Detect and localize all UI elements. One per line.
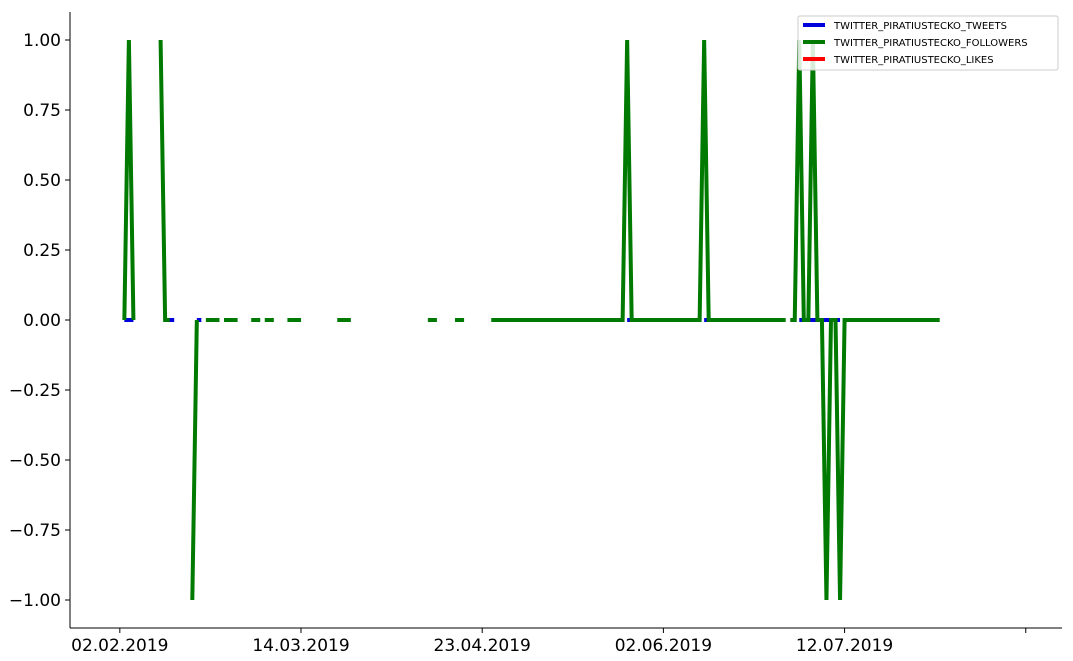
series-line-segment — [190, 319, 199, 601]
legend: TWITTER_PIRATIUSTECKO_TWEETS TWITTER_PIRA… — [797, 15, 1059, 71]
plot-area — [122, 39, 940, 601]
y-tick-label: −0.25 — [9, 381, 61, 401]
y-tick-label: 0.50 — [23, 171, 61, 191]
y-tick-label: 0.00 — [23, 311, 61, 331]
x-axis: 02.02.2019 14.03.2019 23.04.2019 02.06.2019… — [70, 627, 1062, 656]
y-tick-label: −0.75 — [9, 521, 61, 541]
series-line-segment — [491, 39, 786, 322]
series-twitter-piratiustecko-followers — [122, 39, 940, 601]
series-line-segment — [122, 39, 136, 321]
y-tick-label: −1.00 — [9, 591, 61, 611]
y-tick-label: 0.75 — [23, 101, 61, 121]
legend-label: TWITTER_PIRATIUSTECKO_TWEETS — [833, 21, 1007, 32]
x-tick-label: 12.07.2019 — [796, 636, 893, 656]
y-tick-label: −0.50 — [9, 451, 61, 471]
x-tick-label: 02.02.2019 — [71, 636, 168, 656]
y-tick-label: 0.25 — [23, 241, 61, 261]
x-tick-label: 23.04.2019 — [434, 636, 531, 656]
y-tick-label: 1.00 — [23, 31, 61, 51]
legend-label: TWITTER_PIRATIUSTECKO_LIKES — [833, 55, 994, 66]
legend-label: TWITTER_PIRATIUSTECKO_FOLLOWERS — [833, 38, 1028, 49]
y-axis: 1.00 0.75 0.50 0.25 0.00 −0.25 −0.50 −0.75 −1.00 — [9, 12, 71, 628]
series-line-segment — [790, 39, 940, 601]
series-line-segment — [158, 39, 170, 322]
x-tick-label: 14.03.2019 — [252, 636, 349, 656]
legend-box — [797, 15, 1059, 71]
x-tick-label: 02.06.2019 — [615, 636, 712, 656]
